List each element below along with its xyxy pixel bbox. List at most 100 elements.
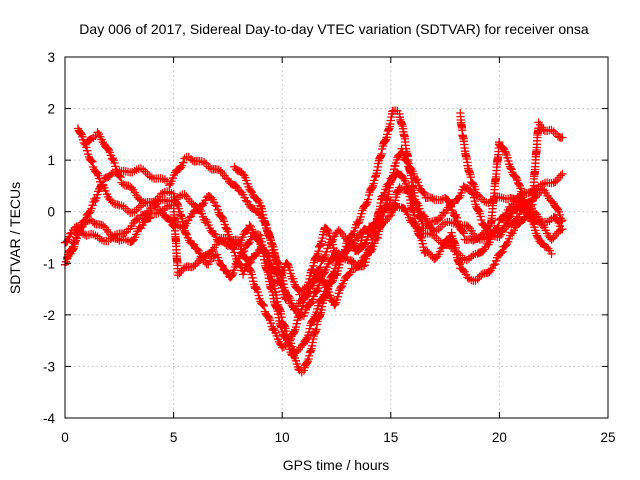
data-point: [367, 231, 376, 240]
data-point: [169, 189, 184, 216]
data-point: [195, 157, 211, 168]
data-point: [147, 173, 165, 183]
x-tick-label: 0: [61, 430, 69, 445]
data-point: [63, 242, 78, 262]
data-point: [377, 212, 394, 228]
data-point: [458, 131, 471, 162]
data-point: [321, 278, 338, 307]
data-point: [186, 205, 203, 221]
data-point: [328, 237, 343, 264]
data-point: [421, 193, 437, 203]
y-tick-label: -3: [43, 359, 55, 374]
data-point: [295, 366, 306, 377]
data-point: [377, 126, 393, 154]
data-point: [547, 125, 561, 139]
data-point: [534, 234, 549, 249]
data-point: [269, 324, 286, 350]
x-tick-label: 20: [492, 430, 507, 445]
data-point: [473, 190, 491, 207]
data-point: [477, 222, 494, 239]
y-tick-label: 2: [47, 102, 55, 117]
data-point: [388, 106, 402, 115]
data-point: [278, 317, 293, 345]
data-point: [356, 250, 372, 268]
y-tick-label: 0: [47, 205, 55, 220]
data-point: [182, 230, 199, 249]
data-point: [180, 152, 193, 163]
data-point: [447, 228, 464, 269]
data-point: [234, 186, 251, 205]
data-point: [165, 158, 188, 190]
data-point: [204, 251, 220, 269]
data-point: [288, 350, 303, 374]
data-point: [360, 224, 375, 239]
data-point: [126, 203, 143, 217]
data-point: [108, 154, 125, 182]
data-point: [82, 135, 95, 147]
data-point: [169, 221, 185, 231]
data-point: [412, 224, 429, 258]
data-point: [182, 262, 198, 272]
x-tick-label: 5: [170, 430, 178, 445]
x-tick-label: 15: [383, 430, 398, 445]
data-point: [99, 169, 116, 183]
data-point: [558, 133, 567, 142]
data-point: [404, 185, 421, 232]
data-point: [540, 126, 554, 136]
x-tick-labels: 0 5 10 15 20 25: [61, 430, 615, 445]
data-point: [78, 216, 94, 231]
data-point: [260, 307, 277, 334]
data-point: [82, 194, 99, 220]
data-point: [310, 287, 329, 321]
y-tick-labels: -4 -3 -2 -1 0 1 2 3: [43, 50, 55, 426]
data-point: [482, 261, 498, 278]
data-points: [60, 106, 567, 377]
data-point: [495, 213, 514, 238]
data-point: [115, 201, 133, 216]
data-point: [230, 162, 246, 177]
series-track-3: [60, 152, 567, 321]
data-point: [469, 231, 485, 245]
data-point: [321, 224, 336, 247]
data-point: [469, 190, 486, 225]
data-point: [514, 180, 529, 205]
data-point: [169, 200, 182, 277]
data-point: [395, 109, 408, 137]
data-point: [404, 162, 420, 185]
data-point: [412, 175, 429, 198]
data-point: [419, 229, 437, 239]
data-point: [508, 218, 524, 238]
data-point: [364, 172, 380, 200]
data-point: [282, 293, 298, 312]
data-point: [499, 228, 516, 251]
data-point: [126, 214, 144, 233]
data-point: [271, 288, 286, 322]
x-tick-label: 25: [600, 430, 615, 445]
data-point: [501, 148, 516, 174]
data-point: [136, 213, 155, 233]
data-point: [334, 249, 349, 269]
data-point: [473, 239, 492, 258]
y-tick-label: 1: [47, 153, 55, 168]
data-point: [173, 263, 190, 280]
data-point: [247, 188, 264, 208]
data-point: [223, 174, 242, 192]
data-point: [508, 168, 523, 188]
data-point: [486, 138, 504, 230]
y-tick-label: 3: [47, 50, 55, 65]
data-point: [308, 263, 325, 291]
data-point: [180, 190, 198, 209]
y-tick-label: -2: [43, 308, 55, 323]
data-point: [269, 248, 284, 276]
y-axis-label: SDTVAR / TECUs: [7, 182, 23, 294]
data-point: [306, 325, 321, 356]
data-point: [82, 230, 100, 240]
data-point: [136, 164, 154, 181]
data-point: [117, 178, 133, 190]
series-track-6: [456, 108, 565, 244]
data-point: [549, 171, 565, 187]
data-point: [89, 162, 106, 190]
data-point: [241, 229, 258, 251]
x-axis-label: GPS time / hours: [283, 457, 390, 473]
